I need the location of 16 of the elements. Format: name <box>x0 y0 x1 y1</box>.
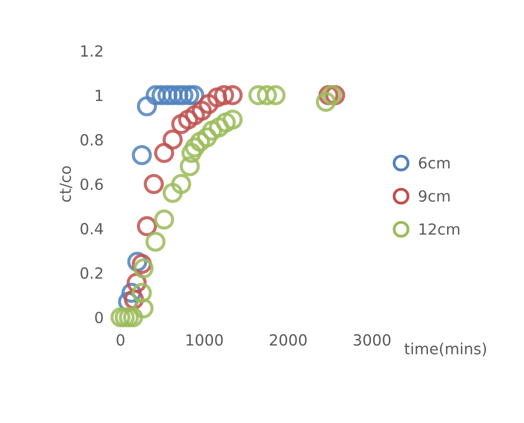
y-tick-label: 0.4 <box>80 222 103 234</box>
legend-label: 12cm <box>420 223 460 235</box>
x-tick-label: 2000 <box>270 334 307 346</box>
y-axis-title: ct/co <box>60 166 72 202</box>
x-tick-label: 1000 <box>186 334 223 346</box>
legend-label: 9cm <box>418 190 450 202</box>
y-tick-label: 0.6 <box>80 178 103 190</box>
y-tick-label: 0.8 <box>80 134 103 146</box>
y-tick-label: 1 <box>96 90 102 101</box>
y-tick-label: 0.2 <box>80 267 102 279</box>
x-tick-label: 3000 <box>354 334 390 346</box>
x-tick-label: 0 <box>116 334 124 346</box>
legend-label: 6cm <box>418 157 450 169</box>
y-tick-label: 0 <box>95 312 103 324</box>
x-axis-title: time(mins) <box>404 342 486 356</box>
y-tick-label: 1.2 <box>81 45 102 57</box>
